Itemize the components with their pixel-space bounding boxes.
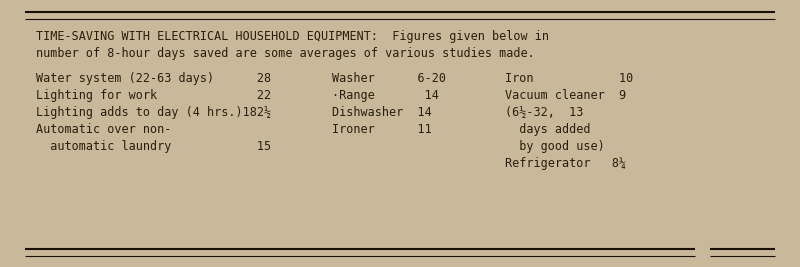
Text: TIME-SAVING WITH ELECTRICAL HOUSEHOLD EQUIPMENT:  Figures given below in: TIME-SAVING WITH ELECTRICAL HOUSEHOLD EQ…	[36, 30, 549, 43]
Text: Vacuum cleaner  9: Vacuum cleaner 9	[505, 89, 626, 102]
Text: (6½-32,  13: (6½-32, 13	[505, 106, 583, 119]
Text: Washer      6-20: Washer 6-20	[332, 72, 446, 85]
Text: Automatic over non-: Automatic over non-	[36, 123, 171, 136]
Text: Ironer      11: Ironer 11	[332, 123, 432, 136]
Text: by good use): by good use)	[505, 140, 605, 153]
Text: Dishwasher  14: Dishwasher 14	[332, 106, 432, 119]
Text: Lighting adds to day (4 hrs.)182½: Lighting adds to day (4 hrs.)182½	[36, 106, 271, 119]
Text: Lighting for work              22: Lighting for work 22	[36, 89, 271, 102]
Text: ·Range       14: ·Range 14	[332, 89, 439, 102]
Text: Refrigerator   8¼: Refrigerator 8¼	[505, 157, 626, 170]
Text: number of 8-hour days saved are some averages of various studies made.: number of 8-hour days saved are some ave…	[36, 47, 534, 60]
Text: days added: days added	[505, 123, 590, 136]
Text: Water system (22-63 days)      28: Water system (22-63 days) 28	[36, 72, 271, 85]
Text: automatic laundry            15: automatic laundry 15	[36, 140, 271, 153]
Text: Iron            10: Iron 10	[505, 72, 634, 85]
